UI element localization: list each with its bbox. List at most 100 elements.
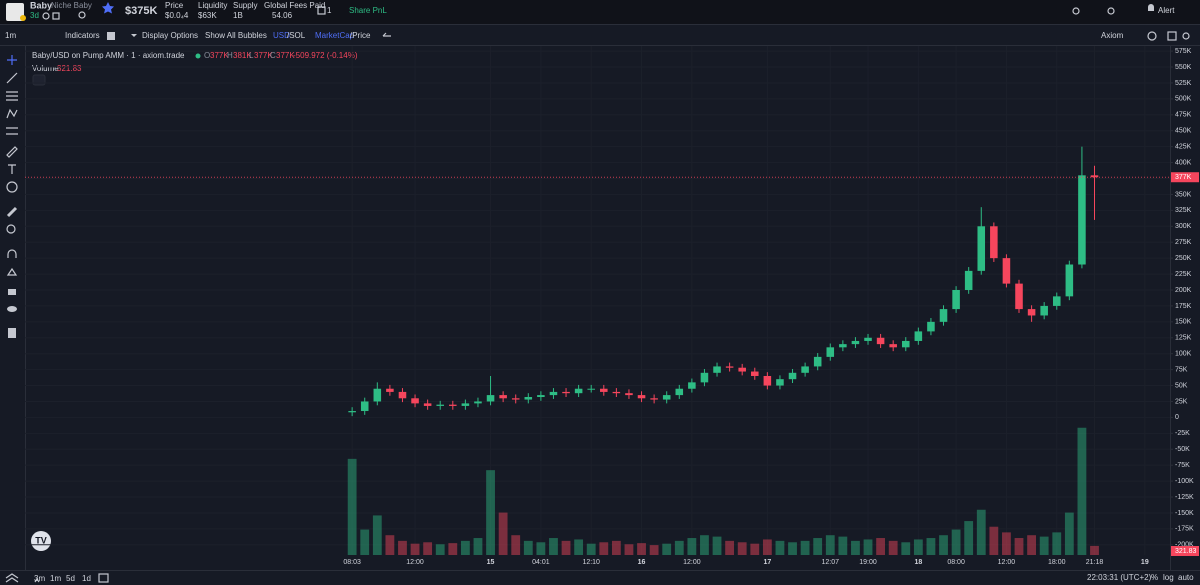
volume-bar xyxy=(511,535,521,555)
auto-toggle[interactable]: auto xyxy=(1178,573,1194,582)
volume-bar xyxy=(825,535,835,555)
stay-drawing[interactable] xyxy=(6,267,18,276)
zoom-tool[interactable] xyxy=(6,224,16,234)
date-range-icon[interactable] xyxy=(98,573,109,583)
volume-bar xyxy=(498,512,508,555)
ohlc-label: L xyxy=(249,51,254,60)
range-button[interactable]: 5d xyxy=(66,574,75,583)
candle-body xyxy=(700,372,709,383)
range-button[interactable]: 1d xyxy=(82,574,91,583)
reset-icon[interactable] xyxy=(1107,7,1115,15)
candle-body xyxy=(763,375,772,386)
link-icon[interactable] xyxy=(42,12,50,20)
delete-tool[interactable] xyxy=(8,328,16,338)
collapse-button[interactable] xyxy=(32,74,46,86)
web-icon[interactable] xyxy=(52,12,60,20)
stat-value: $63K xyxy=(198,11,217,20)
candle-body xyxy=(939,309,948,322)
ruler-tool[interactable] xyxy=(6,206,18,218)
y-tick-label: 500K xyxy=(1175,96,1192,103)
interval[interactable]: 1m xyxy=(5,31,16,40)
ohlc-label: H xyxy=(227,51,233,60)
watch-icon[interactable] xyxy=(317,6,326,15)
ohlc-value: 377K xyxy=(210,51,229,60)
volume-bar xyxy=(536,542,546,555)
emoji-tool[interactable] xyxy=(6,181,18,193)
range-button[interactable]: 1m xyxy=(50,574,61,583)
chart-settings[interactable] xyxy=(1147,31,1157,41)
y-tick-label: 300K xyxy=(1175,223,1192,230)
candle-body xyxy=(864,337,872,341)
share-pnl[interactable]: Share PnL xyxy=(349,6,387,15)
candle-body xyxy=(1052,296,1061,306)
candle-body xyxy=(876,337,885,345)
y-tick-label: 425K xyxy=(1175,143,1192,150)
volume-bar xyxy=(964,521,974,555)
brush-tool[interactable] xyxy=(6,146,18,158)
pattern-tool[interactable] xyxy=(6,108,18,119)
candle-body xyxy=(1015,283,1023,310)
alert[interactable]: Alert xyxy=(1158,6,1175,15)
x-tick-label: 16 xyxy=(638,559,646,566)
hide-tool[interactable] xyxy=(7,306,17,312)
star-icon[interactable] xyxy=(102,2,114,14)
volume-bar xyxy=(360,529,370,555)
volume-bar xyxy=(989,526,999,555)
ohlc-value: 381K xyxy=(233,51,252,60)
x-tick-label: 04:01 xyxy=(532,559,550,566)
mode[interactable]: MarketCap xyxy=(315,31,355,40)
mode-alt[interactable]: /Price xyxy=(350,31,371,40)
currency[interactable]: USD xyxy=(273,31,290,40)
indicators[interactable]: Indicators xyxy=(65,31,100,40)
line-tool[interactable] xyxy=(6,72,18,84)
x-tick-label: 08:03 xyxy=(343,559,361,566)
layers-icon[interactable] xyxy=(5,573,19,583)
y-tick-label: 450K xyxy=(1175,128,1192,135)
display-options[interactable]: Display Options xyxy=(142,31,198,40)
y-tick-label: 125K xyxy=(1175,335,1192,342)
volume-bar xyxy=(1064,512,1074,555)
fib-tool[interactable] xyxy=(6,91,18,101)
candle-body xyxy=(990,226,998,259)
volume-bar xyxy=(750,543,760,555)
candle-body xyxy=(373,388,382,402)
camera[interactable] xyxy=(1182,32,1190,40)
range-button[interactable]: 3m xyxy=(34,574,45,583)
settings-icon[interactable] xyxy=(1072,7,1080,15)
layout-icon[interactable] xyxy=(107,32,115,40)
volume-bar xyxy=(1027,535,1036,555)
y-tick-label: 225K xyxy=(1175,271,1192,278)
log-toggle[interactable]: log xyxy=(1163,573,1174,582)
volume-bar xyxy=(435,544,445,555)
volume-bar xyxy=(687,538,697,555)
candle-body xyxy=(423,403,432,406)
volume-bar xyxy=(863,539,873,555)
volume-bar xyxy=(637,543,646,555)
volume-marker-label: 321.83 xyxy=(1175,548,1197,555)
volume-bar xyxy=(385,535,395,555)
measure-tool[interactable] xyxy=(6,127,18,135)
token-logo[interactable] xyxy=(6,3,24,21)
y-tick-label: 200K xyxy=(1175,287,1192,294)
stat-value: $0.0₄4 xyxy=(165,11,189,20)
volume-bar xyxy=(347,458,357,555)
brand[interactable]: Axiom xyxy=(1101,31,1124,40)
volume-bar xyxy=(888,540,898,555)
token-age: 3d xyxy=(30,11,39,20)
magnet-tool[interactable] xyxy=(7,249,17,258)
volume-bar xyxy=(1014,538,1024,555)
candle-body xyxy=(662,395,671,400)
currency-alt[interactable]: /SOL xyxy=(287,31,306,40)
fullscreen[interactable] xyxy=(1167,31,1177,41)
text-tool[interactable] xyxy=(8,164,16,174)
tv-logo[interactable] xyxy=(31,531,51,551)
undo-icon[interactable] xyxy=(382,32,391,37)
percent-toggle[interactable]: % xyxy=(1151,573,1158,582)
show-bubbles[interactable]: Show All Bubbles xyxy=(205,31,267,40)
candle-body xyxy=(386,388,394,392)
lock-tool[interactable] xyxy=(8,289,16,295)
alert-icon[interactable] xyxy=(1148,4,1154,11)
y-tick-label: 25K xyxy=(1175,398,1188,405)
search-icon[interactable] xyxy=(78,11,86,19)
crosshair-tool[interactable] xyxy=(7,55,17,65)
